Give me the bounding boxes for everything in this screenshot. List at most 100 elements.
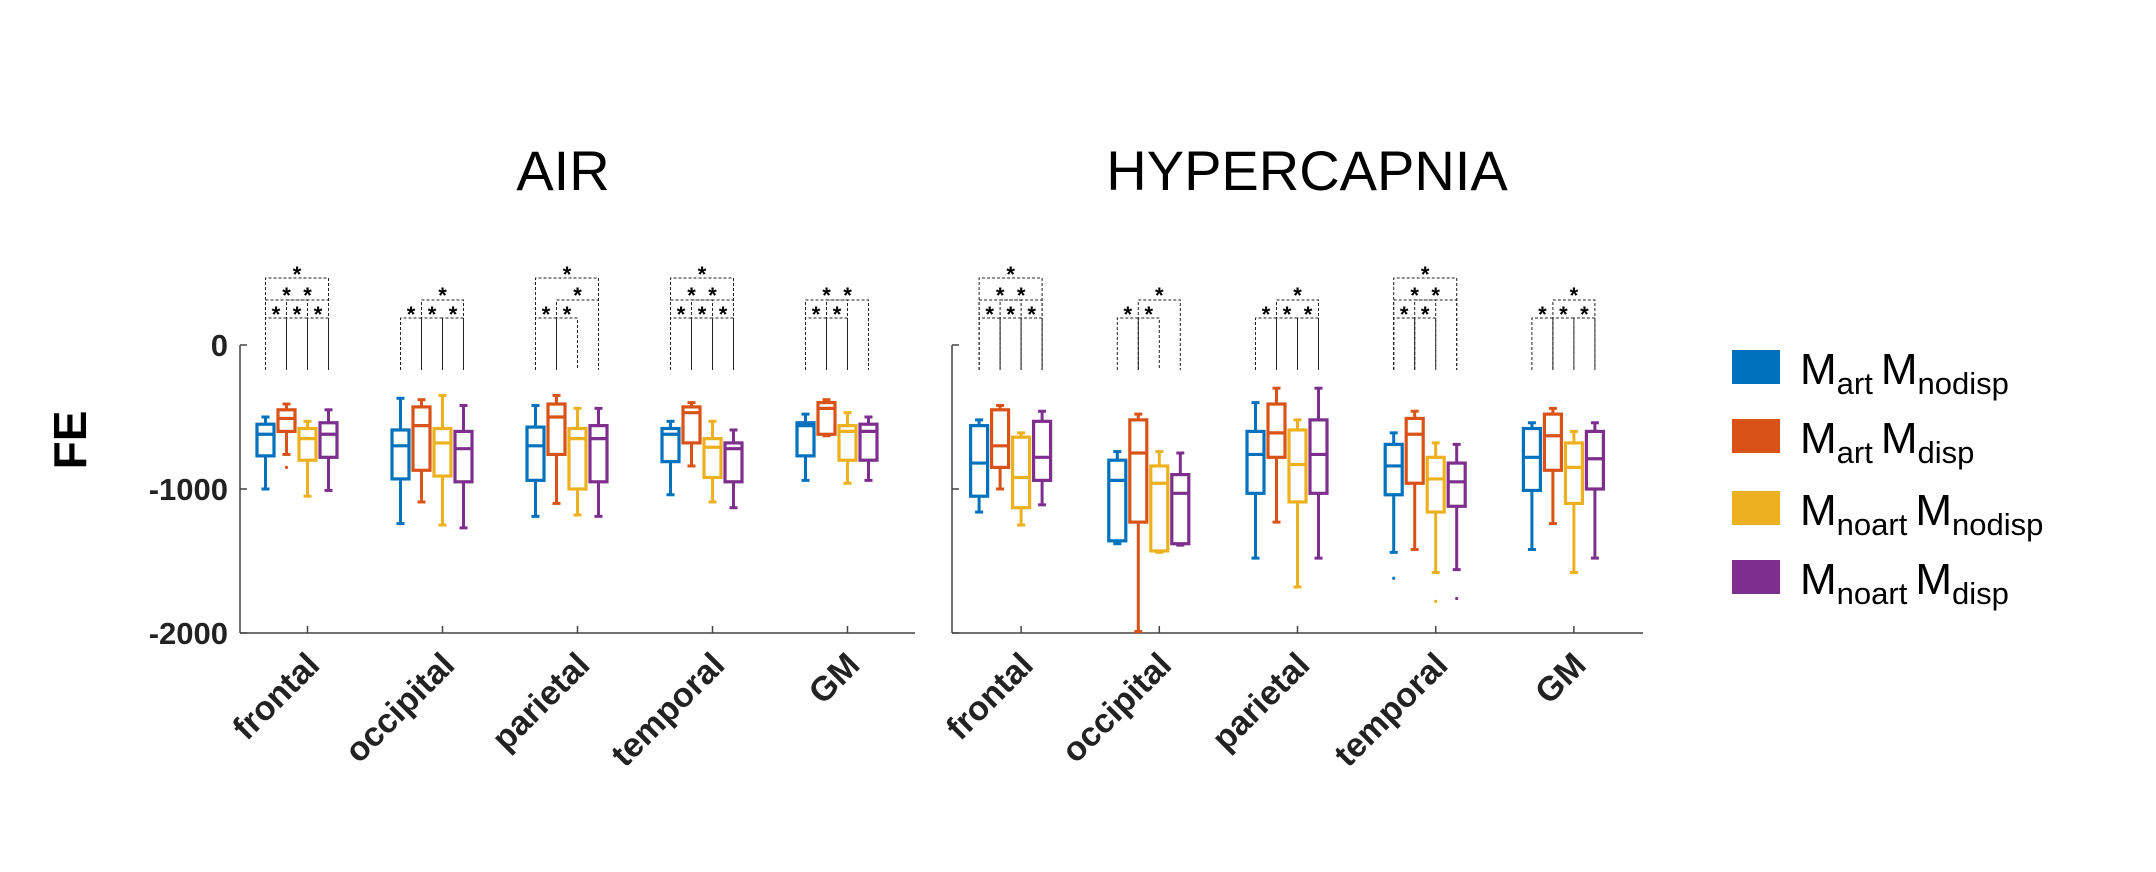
significance-star: *: [563, 262, 572, 287]
box-iqr: [297, 426, 318, 462]
significance-star: *: [1570, 283, 1579, 308]
y-tick-label: -2000: [149, 616, 228, 651]
group-frontal: frontal* * ** **: [225, 262, 339, 748]
bracket-line: [978, 277, 1043, 370]
box-series-2: [276, 402, 297, 469]
significance-star: *: [708, 283, 717, 308]
x-tick-label: GM: [802, 646, 868, 712]
significance-bracket: *: [1020, 302, 1043, 370]
y-axis-label: FE: [44, 411, 96, 470]
bracket-line: [1297, 317, 1319, 370]
bracket-line: [1393, 277, 1458, 370]
significance-star: *: [1559, 302, 1568, 327]
box-series-4: [318, 408, 339, 492]
box-series-1: [1383, 431, 1404, 580]
group-occipital: occipital* * **: [338, 283, 474, 770]
significance-bracket: *: [670, 302, 692, 370]
significance-bracket: *: [556, 302, 578, 370]
box-iqr: [702, 437, 723, 480]
box-series-3: [297, 419, 318, 498]
box-iqr: [432, 426, 453, 478]
significance-bracket: *: [978, 262, 1043, 370]
significance-bracket: *: [978, 302, 1001, 370]
x-tick-label: occipital: [1055, 646, 1179, 770]
outlier-point: [1392, 576, 1396, 580]
box-iqr: [1446, 461, 1467, 508]
significance-bracket: *: [1276, 283, 1319, 370]
x-tick-label: occipital: [338, 646, 462, 770]
bracket-line: [1137, 299, 1181, 370]
significance-bracket: *: [1393, 302, 1416, 370]
significance-star: *: [1124, 302, 1133, 327]
legend-label: Mnoart Mdisp: [1800, 555, 2009, 611]
legend-swatch: [1732, 419, 1780, 453]
box-series-3: [1287, 418, 1308, 589]
bracket-line: [442, 317, 464, 370]
legend-item-2: Mart Mdisp: [1732, 414, 1974, 470]
significance-bracket: *: [442, 302, 464, 370]
significance-bracket: *: [1297, 302, 1319, 370]
legend-item-4: Mnoart Mdisp: [1732, 555, 2009, 611]
box-series-1: [525, 403, 546, 518]
significance-bracket: *: [307, 302, 329, 370]
box-series-2: [1542, 406, 1564, 526]
outlier-point: [1455, 596, 1459, 601]
box-iqr: [567, 426, 588, 491]
significance-star: *: [1410, 283, 1419, 308]
box-iqr: [837, 424, 858, 462]
significance-bracket: *: [421, 302, 443, 370]
box-iqr: [1563, 441, 1585, 506]
box-series-1: [968, 418, 990, 514]
outlier-point: [284, 465, 289, 469]
significance-star: *: [719, 302, 728, 327]
bracket-line: [670, 277, 734, 370]
legend-label: Mart Mdisp: [1800, 414, 1974, 470]
significance-star: *: [812, 302, 821, 327]
significance-bracket: *: [691, 302, 713, 370]
box-iqr: [1245, 429, 1266, 495]
significance-star: *: [1304, 302, 1313, 327]
significance-bracket: *: [265, 262, 329, 370]
significance-star: *: [1006, 302, 1015, 327]
significance-star: *: [407, 302, 416, 327]
box-iqr: [1404, 416, 1425, 485]
group-temporal: temporal* * ** **: [604, 262, 744, 774]
significance-bracket: *: [1255, 302, 1277, 370]
y-tick-label: -1000: [149, 472, 228, 507]
significance-star: *: [573, 283, 582, 308]
box-series-1: [1521, 421, 1543, 551]
box-series-1: [255, 415, 276, 491]
significance-star: *: [1400, 302, 1409, 327]
box-series-2: [1266, 386, 1287, 524]
box-series-3: [837, 411, 858, 485]
box-series-3: [1563, 429, 1585, 575]
significance-bracket: *: [1552, 283, 1596, 370]
significance-star: *: [563, 302, 572, 327]
significance-bracket: *: [999, 302, 1022, 370]
panel-title: AIR: [516, 139, 609, 202]
legend-swatch: [1732, 560, 1780, 594]
box-iqr: [1010, 435, 1032, 510]
significance-star: *: [687, 283, 696, 308]
box-iqr: [968, 424, 990, 498]
legend-label: Mnoart Mnodisp: [1800, 486, 2043, 542]
box-series-2: [411, 398, 432, 504]
significance-bracket: *: [1276, 302, 1298, 370]
group-gm: GM****: [1521, 283, 1606, 711]
significance-bracket: *: [826, 283, 869, 370]
box-series-4: [453, 403, 474, 530]
box-iqr: [390, 428, 411, 481]
box-iqr: [1425, 455, 1446, 514]
box-series-4: [1031, 409, 1053, 507]
bracket-line: [826, 299, 869, 370]
box-iqr: [1266, 402, 1287, 459]
x-tick-label: frontal: [225, 646, 327, 748]
legend-item-1: Mart Mnodisp: [1732, 345, 2009, 401]
box-series-2: [681, 401, 702, 468]
significance-bracket: *: [1137, 302, 1160, 370]
box-series-4: [1170, 451, 1191, 547]
legend-swatch: [1732, 350, 1780, 384]
significance-bracket: *: [670, 262, 734, 370]
